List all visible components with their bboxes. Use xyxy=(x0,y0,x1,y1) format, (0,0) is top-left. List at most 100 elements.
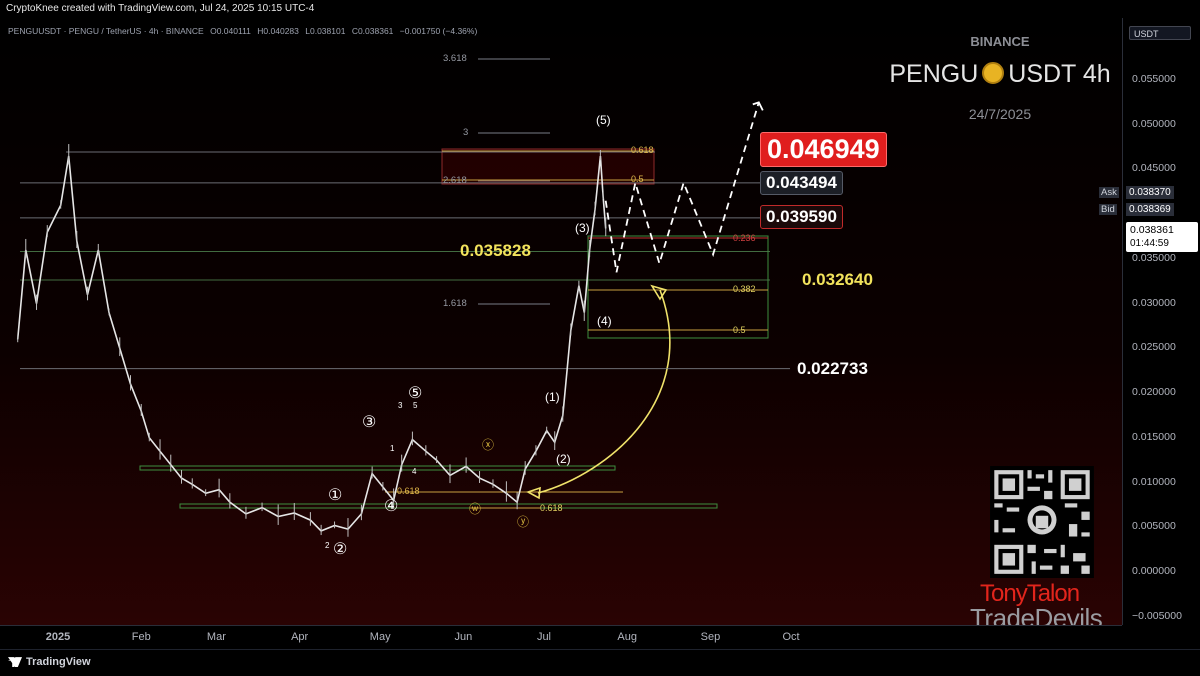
wave-small-5: 5 xyxy=(413,401,418,410)
target-price-label: 0.046949 xyxy=(760,132,887,167)
projection-path xyxy=(604,102,760,273)
price-tick: 0.005000 xyxy=(1132,520,1176,533)
watermark-pair: PENGU USDT 4h xyxy=(880,60,1120,89)
tradingview-logo-text: TradingView xyxy=(26,656,91,668)
fib-label-3618: 3.618 xyxy=(443,53,467,64)
coin-icon xyxy=(982,62,1005,85)
time-tick: Oct xyxy=(782,631,800,643)
wave-circle-y: ⓨ xyxy=(517,515,530,529)
price-chart[interactable] xyxy=(0,18,1122,625)
bar-countdown: 01:44:59 xyxy=(1130,238,1169,249)
resistance-2-label: 0.039590 xyxy=(760,205,843,229)
fib-low-label-a: 0.618 xyxy=(397,486,420,496)
fib-low-label-b: 0.618 xyxy=(540,503,563,513)
bid-label: Bid xyxy=(1099,204,1117,215)
watermark-date: 24/7/2025 xyxy=(968,106,1032,122)
price-tick: −0.005000 xyxy=(1132,609,1182,622)
price-tick: 0.015000 xyxy=(1132,430,1176,443)
price-tick: 0.020000 xyxy=(1132,386,1176,399)
brand-subname: TradeDevils xyxy=(970,603,1103,625)
price-tick: 0.000000 xyxy=(1132,565,1176,577)
last-price-badge: 0.038361 01:44:59 xyxy=(1126,222,1198,252)
resistance-1-label: 0.043494 xyxy=(760,171,843,195)
time-tick: May xyxy=(369,631,391,643)
time-tick: Feb xyxy=(131,631,151,643)
fib-label-05: 0.5 xyxy=(631,174,644,184)
ohlc-low: L0.038101 xyxy=(305,26,346,36)
credit-text: CryptoKnee created with TradingView.com,… xyxy=(6,3,315,14)
time-axis[interactable]: 2025 Feb Mar Apr May Jun Jul Aug Sep Oct xyxy=(0,625,1122,650)
wave-label-2: (2) xyxy=(556,452,571,466)
chart-area[interactable]: PENGUUSDT · PENGU / TetherUS · 4h · BINA… xyxy=(0,18,1122,625)
brand-name: TonyTalon xyxy=(980,580,1080,607)
fib-label-0236: 0.236 xyxy=(733,233,756,243)
last-price-value: 0.038361 xyxy=(1130,224,1174,236)
arrow-tail xyxy=(526,486,541,500)
wave-circle-4: ④ xyxy=(384,498,399,515)
time-tick: Sep xyxy=(700,631,721,643)
price-tick: 0.025000 xyxy=(1132,341,1176,354)
time-tick: 2025 xyxy=(45,631,71,643)
fib-label-0618: 0.618 xyxy=(631,145,654,155)
currency-button[interactable]: USDT xyxy=(1129,26,1191,40)
wave-circle-w: ⓦ xyxy=(469,502,482,516)
wave-label-1: (1) xyxy=(545,390,560,404)
wave-small-3: 3 xyxy=(398,401,403,410)
ohlc-open: O0.040111 xyxy=(210,26,251,36)
tradingview-logo[interactable]: TradingView xyxy=(8,656,91,668)
wave-circle-1: ① xyxy=(328,487,343,504)
symbol-name[interactable]: PENGUUSDT · PENGU / TetherUS · 4h · BINA… xyxy=(8,26,204,36)
credit-bar: CryptoKnee created with TradingView.com,… xyxy=(0,0,1200,18)
projection-arrow xyxy=(537,289,671,494)
price-axis[interactable]: USDT 0.055000 0.050000 0.045000 0.035000 0.0… xyxy=(1099,18,1200,625)
support-yellow-right-label: 0.032640 xyxy=(802,270,873,289)
wave-small-1: 1 xyxy=(390,444,395,453)
time-tick: Jul xyxy=(536,631,551,643)
fib-label-3: 3 xyxy=(463,127,469,138)
time-tick: Jun xyxy=(454,631,473,643)
price-tick: 0.030000 xyxy=(1132,296,1176,309)
ohlc-high: H0.040283 xyxy=(257,26,299,36)
support-zone-upper xyxy=(139,465,616,471)
wave-label-5: (5) xyxy=(596,113,611,127)
time-tick: Mar xyxy=(206,631,226,643)
time-tick: Apr xyxy=(291,631,309,643)
fib-label-1618: 1.618 xyxy=(443,298,467,309)
footer-bar: TradingView xyxy=(0,649,1200,676)
ask-value: 0.038370 xyxy=(1126,186,1174,199)
wave-circle-2: ② xyxy=(333,541,348,558)
target-zone-box xyxy=(441,148,655,185)
wave-circle-x: ⓧ xyxy=(482,438,495,452)
ask-label: Ask xyxy=(1099,187,1119,198)
support-white-label: 0.022733 xyxy=(797,359,868,378)
support-zone-lower xyxy=(179,503,718,509)
wave-circle-3: ③ xyxy=(362,414,377,431)
price-tick: 0.055000 xyxy=(1132,73,1176,85)
retracement-zone-box xyxy=(587,235,769,339)
price-tick: 0.010000 xyxy=(1132,475,1176,488)
bid-value: 0.038369 xyxy=(1126,203,1174,216)
ohlc-close: C0.038361 xyxy=(351,26,394,36)
wave-small-2: 2 xyxy=(325,541,330,550)
price-tick: 0.045000 xyxy=(1132,162,1176,175)
watermark-pair-left: PENGU xyxy=(889,60,979,88)
price-tick: 0.035000 xyxy=(1132,251,1176,264)
tradingview-icon xyxy=(8,657,22,668)
projection-arrowhead xyxy=(650,284,668,301)
qr-code xyxy=(990,466,1094,578)
wave-label-4: (4) xyxy=(597,314,612,328)
watermark-exchange: BINANCE xyxy=(970,34,1030,49)
watermark-pair-right: USDT 4h xyxy=(1008,60,1111,88)
projection-arrowhead-end xyxy=(752,101,764,111)
symbol-info-bar[interactable]: PENGUUSDT · PENGU / TetherUS · 4h · BINA… xyxy=(8,26,481,36)
ask-bid-panel: Ask Bid 0.038370 0.038369 xyxy=(1099,186,1199,220)
support-yellow-left-label: 0.035828 xyxy=(460,241,531,260)
ohlc-change: −0.001750 (−4.36%) xyxy=(399,26,478,36)
time-tick: Aug xyxy=(617,631,637,643)
wave-circle-5: ⑤ xyxy=(408,385,423,402)
wave-label-3: (3) xyxy=(575,221,590,235)
fib-label-0382: 0.382 xyxy=(733,284,756,294)
wave-small-4: 4 xyxy=(412,467,417,476)
fib-label-2618: 2.618 xyxy=(443,175,467,186)
price-series-line xyxy=(16,155,607,532)
